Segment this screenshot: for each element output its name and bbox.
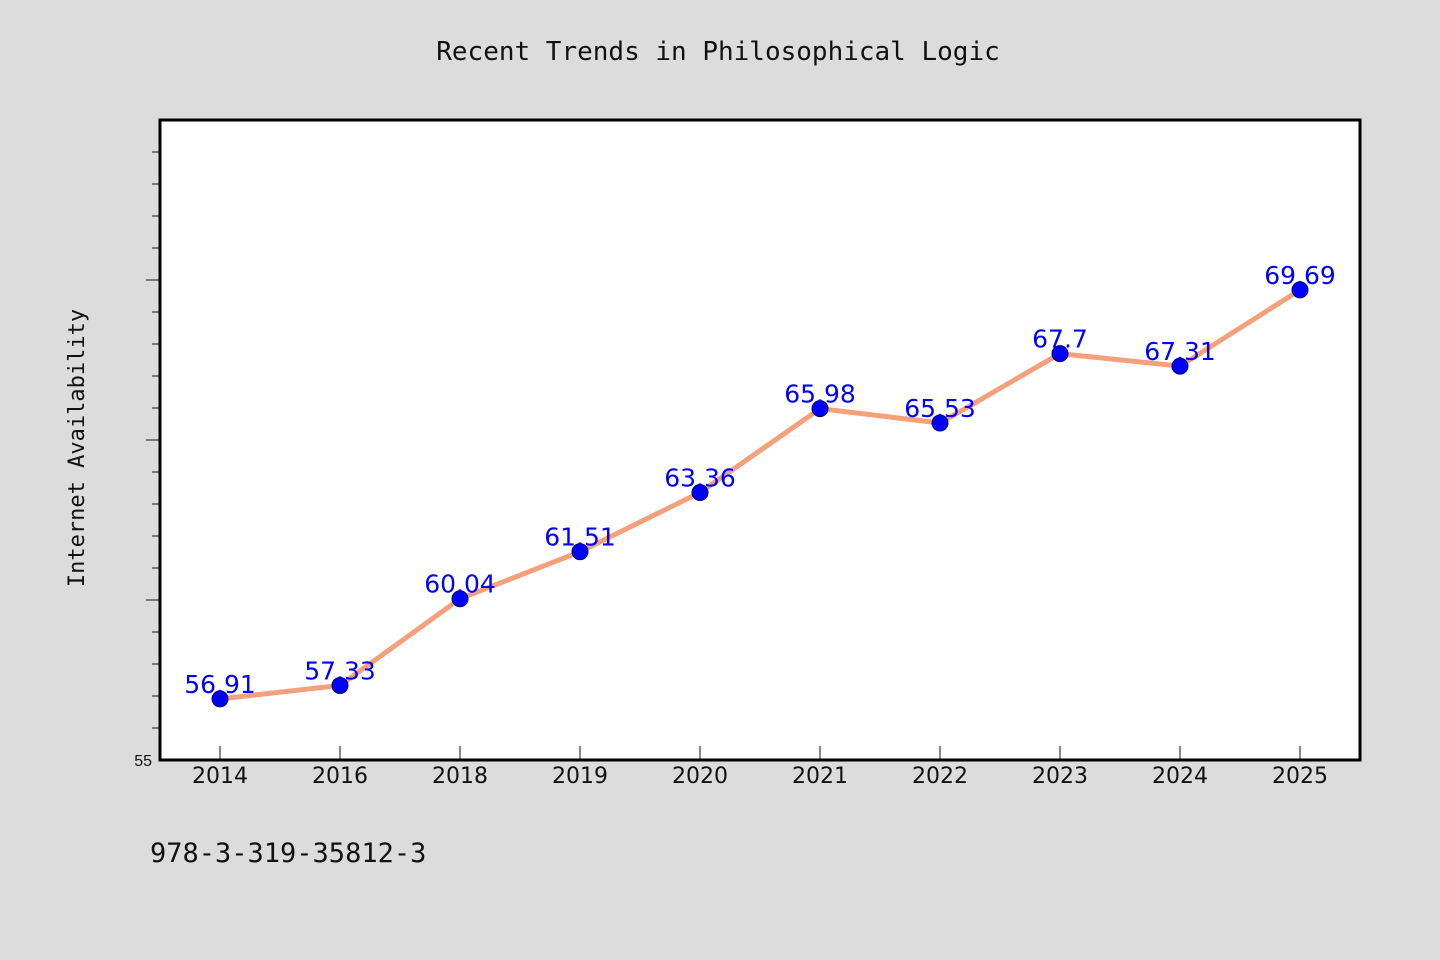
x-tick-label: 2024 <box>1152 764 1208 789</box>
data-label: 67.7 <box>1032 325 1088 354</box>
isbn-text: 978-3-319-35812-3 <box>150 838 426 869</box>
data-point <box>331 676 349 694</box>
x-tick-label: 2014 <box>192 764 248 789</box>
data-label: 61.51 <box>544 523 616 552</box>
data-label: 65.98 <box>784 380 856 409</box>
data-point <box>1051 345 1069 363</box>
y-axis-ticks: 55 <box>134 151 160 770</box>
data-label: 56.91 <box>184 670 256 699</box>
data-label: 57.33 <box>304 656 376 685</box>
series-line-group <box>217 287 1303 702</box>
data-point <box>211 690 229 708</box>
data-label: 60.04 <box>424 570 496 599</box>
data-point <box>451 590 469 608</box>
plot-frame <box>158 118 1362 762</box>
y-axis-label: Internet Availability <box>65 309 90 587</box>
data-label: 65.53 <box>904 394 976 423</box>
data-point <box>811 400 829 418</box>
plot-area <box>160 120 1360 760</box>
data-point <box>931 414 949 432</box>
x-tick-label: 2025 <box>1272 764 1328 789</box>
data-label: 69.69 <box>1264 261 1336 290</box>
data-markers <box>211 281 1309 708</box>
data-labels: 56.91 57.33 60.04 61.51 63.36 65.98 65.53 67.7 6… <box>184 261 1336 699</box>
x-tick-label: 2023 <box>1032 764 1088 789</box>
x-tick-label: 2020 <box>672 764 728 789</box>
series-line <box>217 287 1303 702</box>
x-axis-ticks: 2014 2016 2018 2019 2020 2021 2022 2023 2024 2025 <box>192 746 1328 789</box>
data-point <box>1291 281 1309 299</box>
x-tick-label: 2022 <box>912 764 968 789</box>
data-label: 63.36 <box>664 463 736 492</box>
chart-title: Recent Trends in Philosophical Logic <box>436 37 1000 67</box>
data-point <box>1171 357 1189 375</box>
data-point <box>691 483 709 501</box>
x-tick-label: 2016 <box>312 764 368 789</box>
y-tick-label: 55 <box>134 753 152 770</box>
x-tick-label: 2021 <box>792 764 848 789</box>
x-tick-label: 2018 <box>432 764 488 789</box>
data-point <box>571 543 589 561</box>
x-tick-label: 2019 <box>552 764 608 789</box>
data-label: 67.31 <box>1144 337 1216 366</box>
